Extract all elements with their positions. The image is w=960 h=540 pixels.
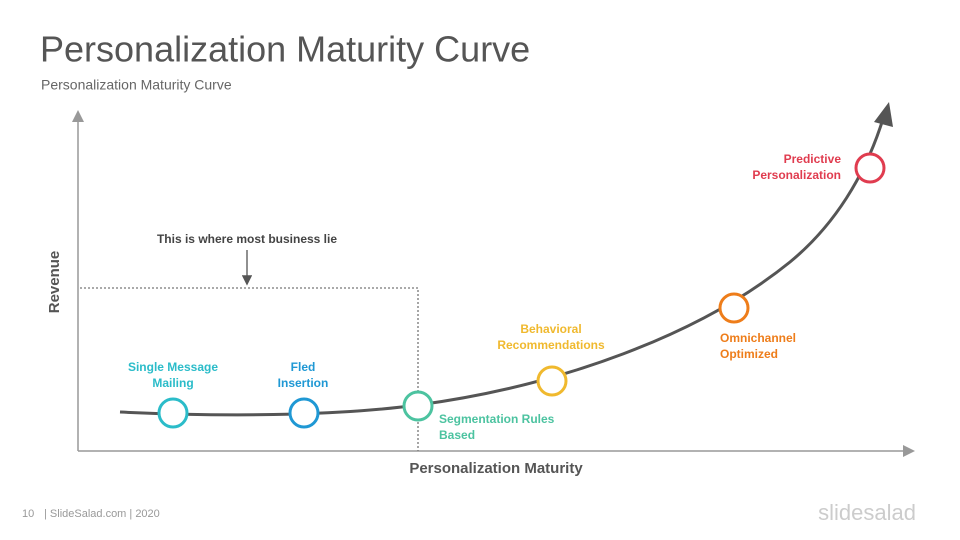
- stage-marker: [402, 390, 434, 422]
- stage-label: Insertion: [278, 376, 329, 390]
- stage-label: Based: [439, 428, 475, 442]
- y-axis-label: Revenue: [46, 251, 63, 314]
- stage-label: Segmentation Rules: [439, 412, 555, 426]
- stage-label: Predictive: [784, 152, 842, 166]
- stage-marker: [854, 152, 886, 184]
- dotted-region: [80, 287, 419, 451]
- title: Personalization Maturity Curve: [40, 29, 530, 70]
- annotation: This is where most business lie: [157, 232, 337, 246]
- stage-label: Fled: [291, 360, 316, 374]
- stage-label: Single Message: [128, 360, 218, 374]
- maturity-curve: [119, 121, 884, 417]
- curve-arrowhead: [874, 102, 893, 127]
- x-axis-label: Personalization Maturity: [409, 460, 583, 477]
- footer-source: | SlideSalad.com | 2020: [44, 508, 160, 520]
- stage-label: Personalization: [752, 168, 841, 182]
- logo: slidesalad: [818, 500, 916, 525]
- stage-label: Recommendations: [497, 338, 605, 352]
- stage-marker: [718, 292, 750, 324]
- stage-marker: [288, 397, 320, 429]
- stage-marker: [157, 397, 189, 429]
- stage-label: Optimized: [720, 347, 778, 361]
- stage-marker: [536, 365, 568, 397]
- stage-label: Mailing: [152, 376, 193, 390]
- page-number: 10: [22, 508, 34, 520]
- stage-label: Behavioral: [520, 322, 581, 336]
- stage-label: Omnichannel: [720, 331, 796, 345]
- subtitle: Personalization Maturity Curve: [41, 77, 232, 93]
